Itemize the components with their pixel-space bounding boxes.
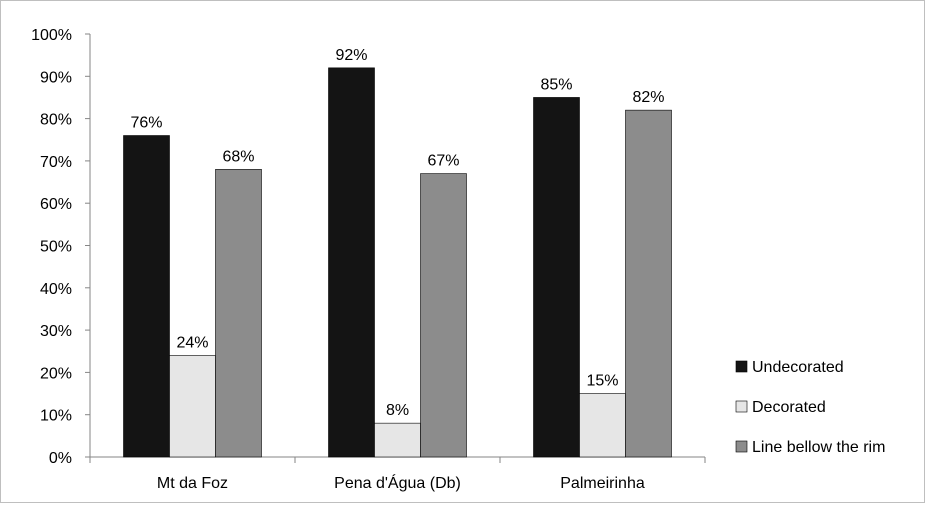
y-tick-label: 90% bbox=[40, 69, 72, 86]
bars bbox=[123, 67, 672, 458]
data-label: 92% bbox=[335, 47, 367, 64]
legend: Undecorated Decorated Line bellow the rim bbox=[735, 359, 885, 456]
x-tick-label: Palmeirinha bbox=[560, 475, 645, 492]
bar bbox=[123, 135, 170, 458]
x-tick-label: Pena d'Água (Db) bbox=[334, 473, 461, 492]
y-tick-label: 0% bbox=[49, 450, 72, 467]
bar bbox=[215, 169, 262, 458]
legend-swatch bbox=[735, 360, 748, 373]
legend-label: Decorated bbox=[752, 399, 826, 416]
y-tick-label: 50% bbox=[40, 239, 72, 256]
y-tick-label: 40% bbox=[40, 281, 72, 298]
data-label: 8% bbox=[386, 402, 409, 419]
y-tick-label: 80% bbox=[40, 112, 72, 129]
bar bbox=[420, 173, 467, 458]
data-label: 82% bbox=[632, 89, 664, 106]
data-label: 68% bbox=[222, 148, 254, 165]
data-label: 76% bbox=[130, 115, 162, 132]
y-axis: 0% 10% 20% 30% 40% 50% 60% 70% 80% 90% 100% bbox=[31, 27, 91, 467]
data-label: 67% bbox=[427, 153, 459, 170]
legend-swatch bbox=[735, 400, 748, 413]
y-tick-label: 10% bbox=[40, 408, 72, 425]
bar bbox=[625, 109, 672, 458]
bar bbox=[579, 393, 626, 458]
bar bbox=[533, 97, 580, 458]
bar bbox=[169, 355, 216, 458]
y-tick-label: 70% bbox=[40, 154, 72, 171]
y-tick-label: 60% bbox=[40, 196, 72, 213]
data-label: 15% bbox=[586, 373, 618, 390]
bar bbox=[328, 67, 375, 458]
legend-label: Undecorated bbox=[752, 359, 844, 376]
data-label: 85% bbox=[540, 76, 572, 93]
data-labels: 76% 24% 68% 92% 8% 67% 85% 15% 82% bbox=[130, 47, 664, 419]
y-tick-label: 100% bbox=[31, 27, 72, 44]
y-tick-label: 30% bbox=[40, 323, 72, 340]
data-label: 24% bbox=[176, 334, 208, 351]
legend-label: Line bellow the rim bbox=[752, 439, 885, 456]
x-tick-label: Mt da Foz bbox=[157, 475, 228, 492]
y-tick-label: 20% bbox=[40, 365, 72, 382]
legend-swatch bbox=[735, 440, 748, 453]
bar bbox=[374, 422, 421, 458]
